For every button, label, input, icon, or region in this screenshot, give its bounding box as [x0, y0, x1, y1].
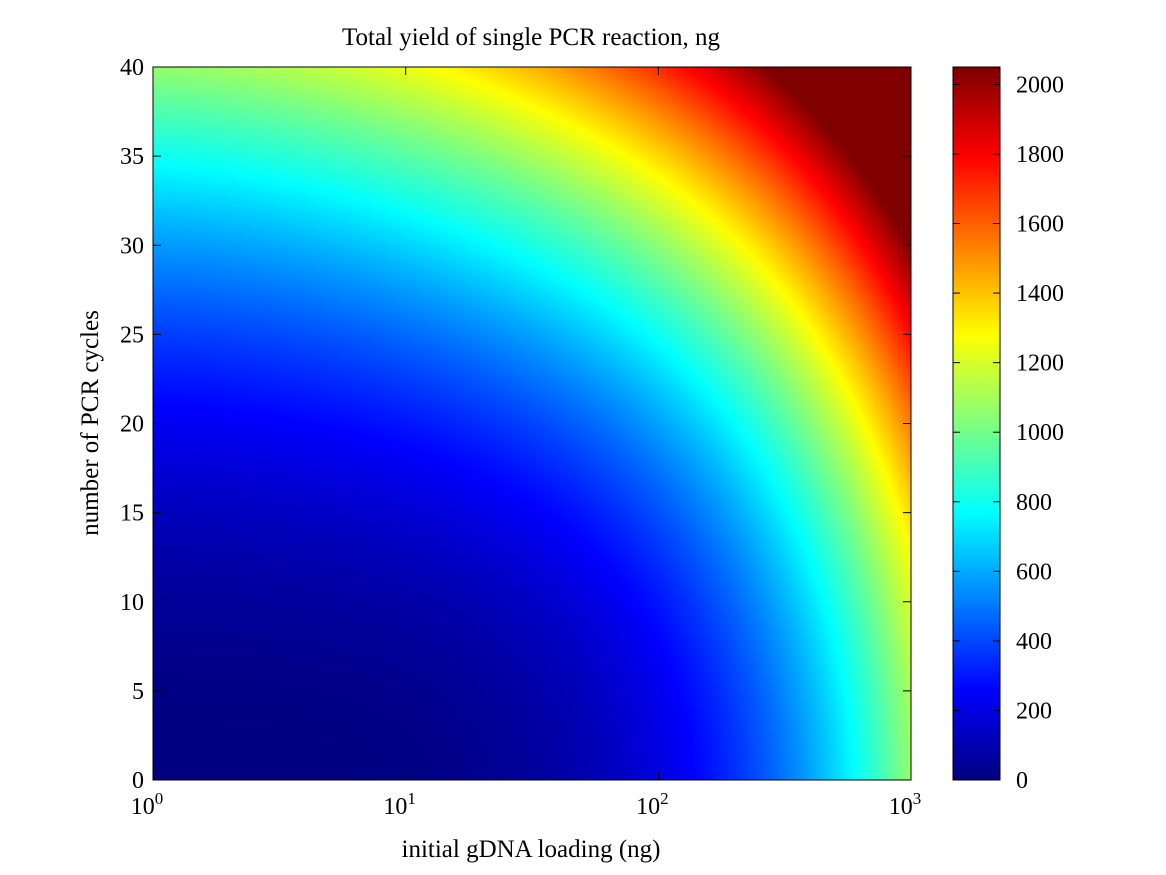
colorbar-tick-label: 800	[1016, 490, 1052, 516]
colorbar-tick-label: 1400	[1016, 281, 1064, 307]
y-tick-label: 0	[132, 768, 144, 794]
colorbar-tick-label: 1800	[1016, 142, 1064, 168]
x-tick-label: 103	[889, 789, 922, 820]
colorbar-tick-label: 2000	[1016, 72, 1064, 98]
colorbar-gradient	[953, 67, 1000, 780]
colorbar-tick-label: 1200	[1016, 351, 1064, 377]
y-axis: 0 5 10 15 20 25 30 35 40	[120, 55, 911, 794]
y-tick-label: 15	[120, 501, 144, 527]
colorbar: 0 200 400 600 800 1000 1200 1400 1600 1800 2000	[952, 66, 1064, 794]
colorbar-tick-label: 1000	[1016, 420, 1064, 446]
colorbar-tick-label: 1600	[1016, 212, 1064, 238]
y-tick-label: 5	[132, 679, 144, 705]
y-tick-label: 10	[120, 590, 144, 616]
chart-title: Total yield of single PCR reaction, ng	[342, 24, 721, 51]
colorbar-tick-label: 200	[1016, 698, 1052, 724]
colorbar-ticks: 0 200 400 600 800 1000 1200 1400 1600 1800 2000	[953, 72, 1064, 794]
y-tick-label: 25	[120, 322, 144, 348]
colorbar-tick-label: 400	[1016, 629, 1052, 655]
heatmap-image	[153, 67, 911, 780]
heatmap-plot-area: 100 101 102 103 0 5 10 15 20 25 30 35 40	[120, 55, 921, 820]
x-tick-label: 101	[383, 789, 416, 820]
x-axis-label: initial gDNA loading (ng)	[402, 836, 661, 863]
x-tick-label: 100	[131, 789, 164, 820]
y-tick-label: 40	[120, 55, 144, 81]
x-axis: 100 101 102 103	[131, 67, 922, 820]
colorbar-tick-label: 0	[1016, 768, 1028, 794]
colorbar-tick-label: 600	[1016, 559, 1052, 585]
colorbar-frame	[952, 66, 1001, 781]
x-tick-label: 102	[636, 789, 669, 820]
y-tick-label: 20	[120, 412, 144, 438]
y-tick-label: 35	[120, 144, 144, 170]
y-axis-label: number of PCR cycles	[77, 310, 104, 536]
y-tick-label: 30	[120, 233, 144, 259]
